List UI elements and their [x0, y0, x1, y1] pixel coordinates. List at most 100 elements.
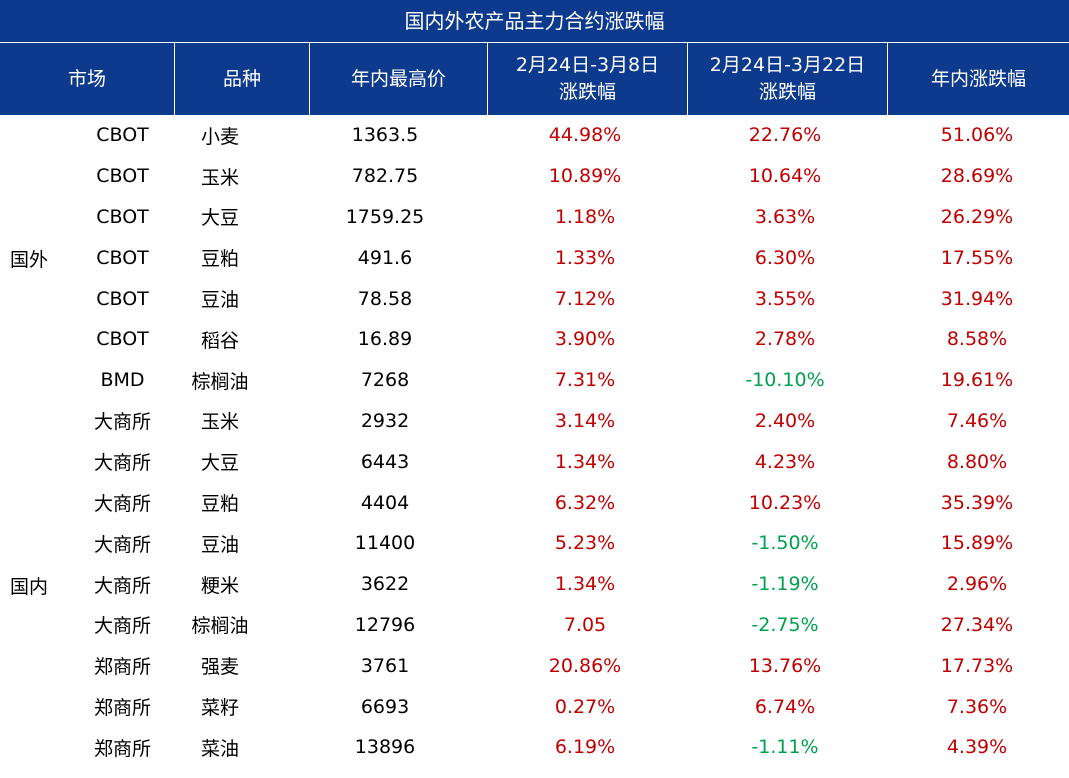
cell-variety: 强麦 [200, 656, 239, 679]
group-label-foreign: 国外 [10, 249, 49, 271]
cell-market: 郑商所 [93, 697, 151, 720]
cell-change-period-1: 20.86% [548, 654, 622, 677]
cell-year-change: 7.36% [946, 695, 1008, 718]
cell-change-period-1: 1.34% [554, 450, 616, 473]
header-change-period-1: 2月24日-3月8日 涨跌幅 [488, 43, 688, 115]
table-row: CBOT 豆油 78.58 7.12% 3.55% 31.94% [0, 278, 1069, 319]
cell-high-price: 1759.25 [345, 205, 425, 228]
table-row: 郑商所 强麦 3761 20.86% 13.76% 17.73% [0, 645, 1069, 686]
cell-high-price: 1363.5 [351, 124, 419, 147]
table-row: CBOT 大豆 1759.25 1.18% 3.63% 26.29% [0, 197, 1069, 238]
cell-change-period-1: 1.34% [554, 573, 616, 596]
cell-variety: 稻谷 [200, 329, 239, 352]
cell-market: CBOT [96, 124, 149, 147]
cell-high-price: 16.89 [357, 328, 413, 351]
table-title: 国内外农产品主力合约涨跌幅 [0, 0, 1069, 43]
cell-market: 郑商所 [93, 737, 151, 760]
cell-variety: 棕榈油 [191, 370, 249, 393]
cell-change-period-1: 1.18% [554, 205, 616, 228]
cell-market: 大商所 [93, 574, 151, 597]
cell-change-period-2: -1.19% [751, 573, 819, 596]
table-row: 大商所 豆油 11400 5.23% -1.50% 15.89% [0, 523, 1069, 564]
cell-change-period-2: 10.23% [748, 491, 822, 514]
cell-market: 大商所 [93, 615, 151, 638]
cell-change-period-2: 6.74% [754, 695, 816, 718]
cell-variety: 大豆 [200, 452, 239, 475]
cell-change-period-2: 22.76% [748, 124, 822, 147]
cell-variety: 菜油 [200, 737, 239, 760]
cell-change-period-1: 1.33% [554, 246, 616, 269]
cell-year-change: 26.29% [940, 205, 1014, 228]
cell-market: 郑商所 [93, 656, 151, 679]
cell-change-period-1: 6.19% [554, 736, 616, 759]
cell-year-change: 17.55% [940, 246, 1014, 269]
cell-high-price: 4404 [360, 491, 410, 514]
cell-change-period-1: 0.27% [554, 695, 616, 718]
table-row: CBOT 小麦 1363.5 44.98% 22.76% 51.06% [0, 115, 1069, 156]
cell-change-period-1: 7.12% [554, 287, 616, 310]
cell-year-change: 19.61% [940, 369, 1014, 392]
cell-variety: 豆粕 [200, 248, 239, 271]
cell-year-change: 15.89% [940, 532, 1014, 555]
cell-change-period-1: 44.98% [548, 124, 622, 147]
cell-change-period-2: 4.23% [754, 450, 816, 473]
cell-year-change: 31.94% [940, 287, 1014, 310]
cell-change-period-2: -1.11% [751, 736, 819, 759]
cell-change-period-2: -10.10% [745, 369, 825, 392]
cell-high-price: 3761 [360, 654, 410, 677]
cell-high-price: 782.75 [351, 165, 419, 188]
cell-change-period-1: 7.05 [563, 613, 607, 636]
cell-high-price: 6693 [360, 695, 410, 718]
header-market: 市场 [0, 43, 175, 115]
header-year-change: 年内涨跌幅 [930, 67, 1026, 90]
cell-change-period-2: -2.75% [751, 613, 819, 636]
cell-year-change: 7.46% [946, 409, 1008, 432]
cell-year-change: 27.34% [940, 613, 1014, 636]
cell-high-price: 13896 [354, 736, 416, 759]
cell-change-period-2: 10.64% [748, 165, 822, 188]
cell-high-price: 7268 [360, 369, 410, 392]
cell-variety: 菜籽 [200, 697, 239, 720]
table-row: 大商所 大豆 6443 1.34% 4.23% 8.80% [0, 441, 1069, 482]
group-label-domestic: 国内 [10, 576, 49, 598]
cell-change-period-1: 6.32% [554, 491, 616, 514]
table-header: 市场 品种 年内最高价 2月24日-3月8日 涨跌幅 2月24日-3月22日 涨… [0, 43, 1069, 115]
cell-variety: 豆油 [200, 533, 239, 556]
table-row: CBOT 稻谷 16.89 3.90% 2.78% 8.58% [0, 319, 1069, 360]
cell-year-change: 28.69% [940, 165, 1014, 188]
cell-variety: 豆油 [200, 289, 239, 312]
cell-change-period-2: 3.63% [754, 205, 816, 228]
cell-change-period-2: 2.40% [754, 409, 816, 432]
cell-market: 大商所 [93, 493, 151, 516]
cell-change-period-1: 7.31% [554, 369, 616, 392]
cell-high-price: 3622 [360, 573, 410, 596]
table-row: 大商所 粳米 3622 1.34% -1.19% 2.96% [0, 564, 1069, 605]
cell-change-period-2: 2.78% [754, 328, 816, 351]
cell-market: CBOT [96, 165, 149, 188]
cell-variety: 大豆 [200, 207, 239, 230]
cell-change-period-2: 13.76% [748, 654, 822, 677]
cell-market: 大商所 [93, 533, 151, 556]
cell-variety: 豆粕 [200, 493, 239, 516]
cell-year-change: 35.39% [940, 491, 1014, 514]
cell-high-price: 6443 [360, 450, 410, 473]
table-row: CBOT 豆粕 491.6 1.33% 6.30% 17.55% [0, 237, 1069, 278]
table-row: 郑商所 菜油 13896 6.19% -1.11% 4.39% [0, 727, 1069, 768]
cell-year-change: 17.73% [940, 654, 1014, 677]
table-row: 大商所 豆粕 4404 6.32% 10.23% 35.39% [0, 482, 1069, 523]
table-body: 国外 国内 CBOT 小麦 1363.5 44.98% 22.76% 51.06% CBOT… [0, 115, 1069, 768]
cell-year-change: 2.96% [946, 573, 1008, 596]
cell-variety: 小麦 [200, 125, 239, 148]
cell-change-period-2: 3.55% [754, 287, 816, 310]
cell-change-period-1: 3.14% [554, 409, 616, 432]
cell-market: CBOT [96, 205, 149, 228]
cell-high-price: 491.6 [357, 246, 413, 269]
cell-market: CBOT [96, 287, 149, 310]
cell-market: 大商所 [93, 452, 151, 475]
cell-year-change: 8.58% [946, 328, 1008, 351]
header-variety: 品种 [175, 43, 310, 115]
table-row: CBOT 玉米 782.75 10.89% 10.64% 28.69% [0, 156, 1069, 197]
cell-variety: 棕榈油 [191, 615, 249, 638]
cell-market: BMD [100, 369, 145, 392]
cell-variety: 玉米 [200, 166, 239, 189]
